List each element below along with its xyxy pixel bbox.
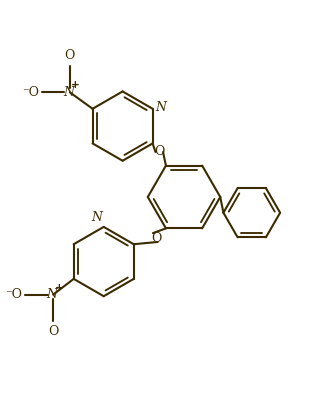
Text: O: O xyxy=(65,49,75,62)
Text: ⁻O: ⁻O xyxy=(22,86,39,99)
Text: ⁻O: ⁻O xyxy=(5,288,22,301)
Text: N: N xyxy=(46,288,57,301)
Text: +: + xyxy=(55,283,64,293)
Text: N: N xyxy=(155,101,166,114)
Text: O: O xyxy=(154,145,164,158)
Text: N: N xyxy=(63,86,74,99)
Text: +: + xyxy=(71,80,80,90)
Text: O: O xyxy=(151,232,162,245)
Text: O: O xyxy=(48,325,59,338)
Text: N: N xyxy=(91,211,102,224)
